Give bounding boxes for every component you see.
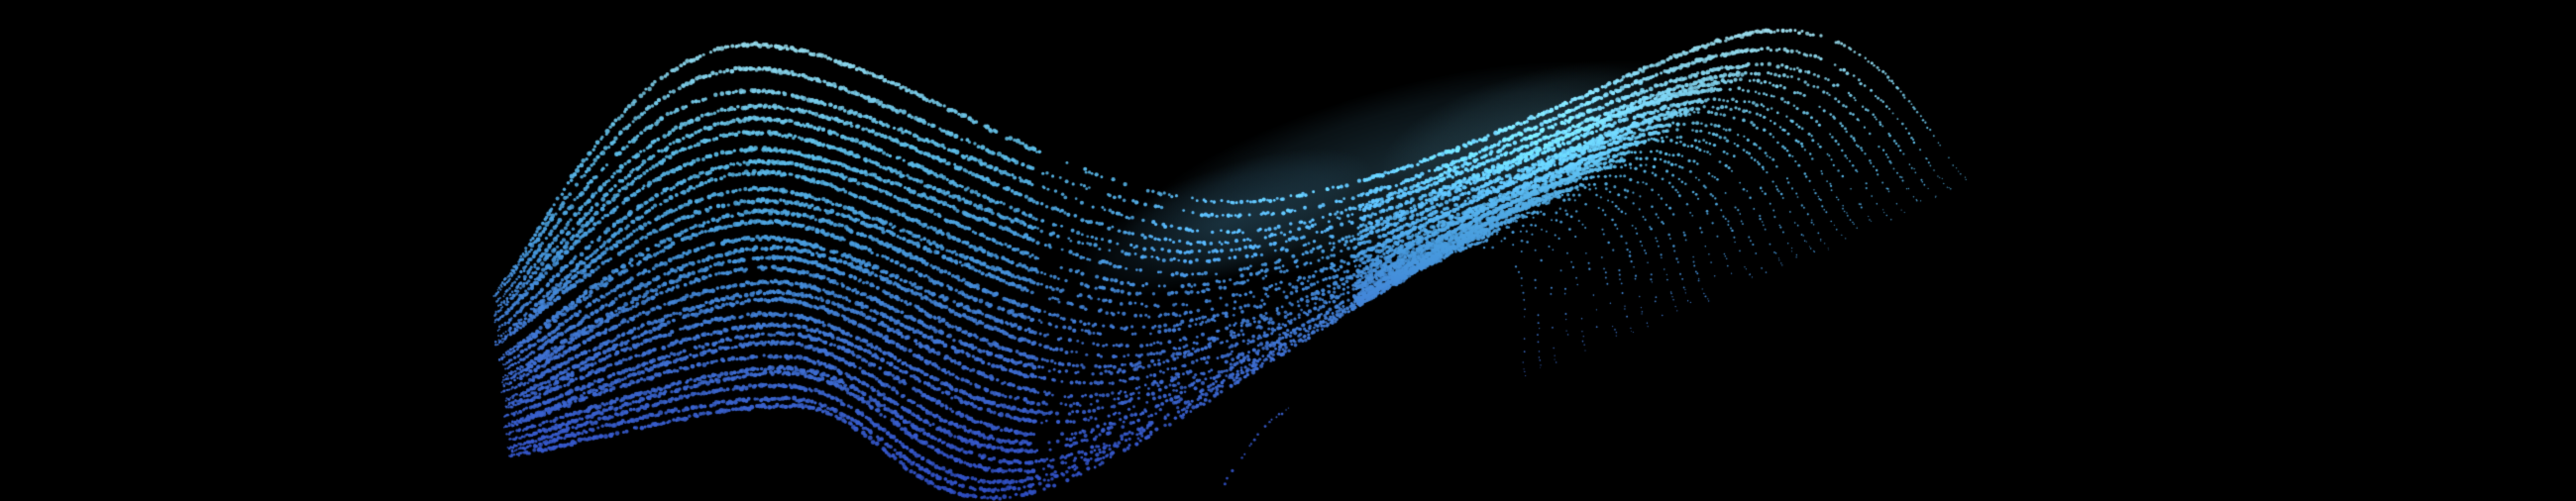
generative-wave-canvas <box>0 0 2576 501</box>
artwork-stage <box>0 0 2576 501</box>
